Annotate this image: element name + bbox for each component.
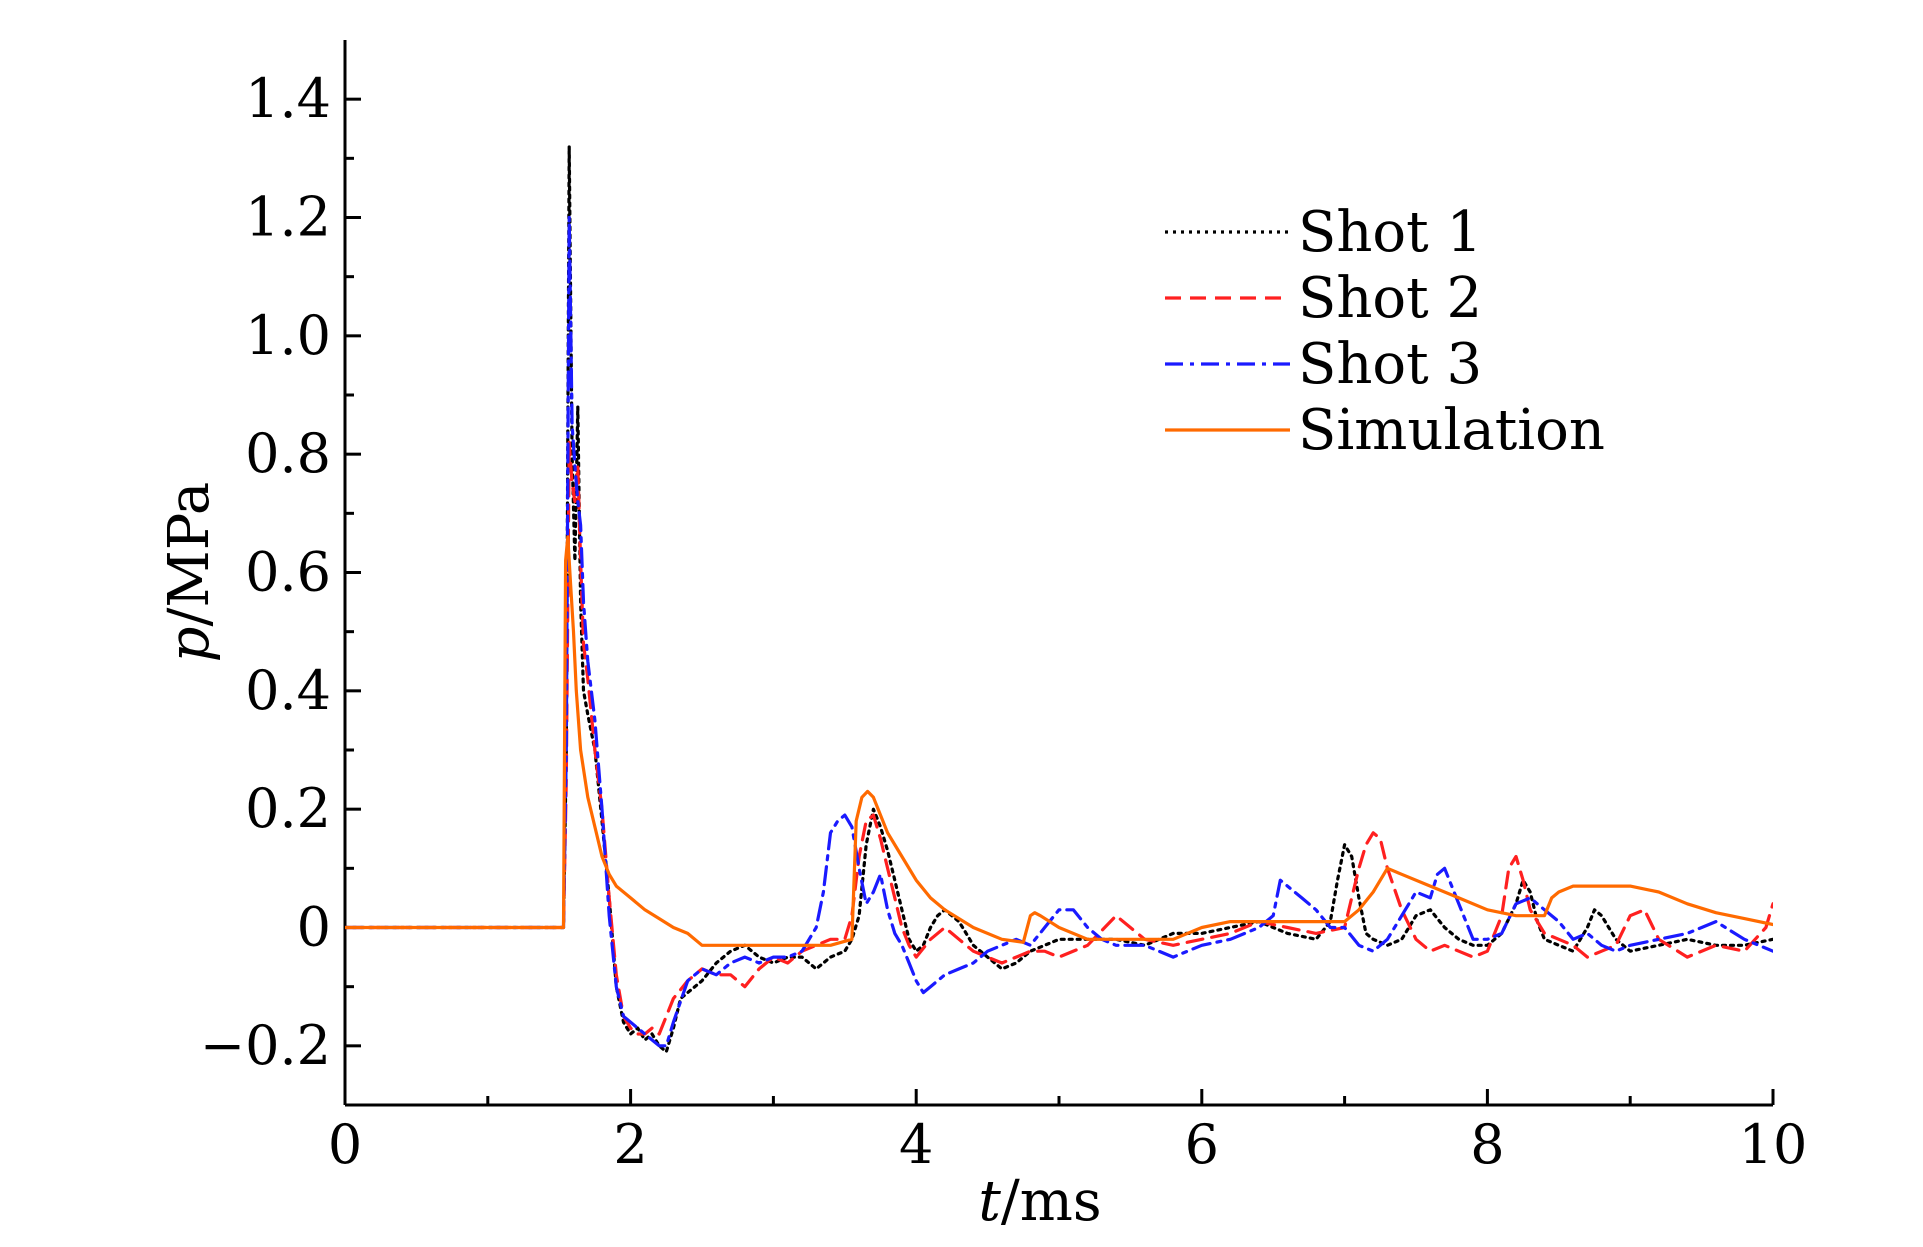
y-tick-label: 1.0	[245, 304, 331, 367]
x-tick-label: 8	[1470, 1113, 1504, 1176]
x-tick-label: 10	[1739, 1113, 1808, 1176]
y-tick-label: 0.6	[245, 541, 331, 604]
y-tick-label: 0.2	[245, 777, 331, 840]
x-tick-label: 2	[613, 1113, 647, 1176]
x-axis-unit: /ms	[1001, 1169, 1102, 1234]
x-tick-label: 0	[328, 1113, 362, 1176]
series-line-shot-3	[345, 215, 1773, 1048]
y-axis-unit: /MPa	[157, 482, 222, 627]
series-line-shot-2	[345, 440, 1773, 1036]
y-tick-label: 0	[297, 896, 331, 959]
y-axis-title: p/MPa	[157, 482, 222, 663]
legend-label: Shot 2	[1298, 266, 1482, 331]
y-tick-label: 0.4	[245, 659, 331, 722]
y-tick-label: 1.4	[245, 67, 331, 130]
y-tick-label: 1.2	[245, 186, 331, 249]
y-tick-label: 0.8	[245, 422, 331, 485]
series-line-simulation	[345, 535, 1773, 947]
legend-label: Shot 3	[1298, 332, 1482, 397]
y-axis-variable: p	[157, 626, 222, 662]
x-axis-variable: t	[978, 1169, 1001, 1234]
legend-label: Simulation	[1298, 398, 1605, 463]
legend-label: Shot 1	[1298, 200, 1482, 265]
x-tick-label: 6	[1185, 1113, 1219, 1176]
x-tick-label: 4	[899, 1113, 933, 1176]
x-axis-title: t/ms	[978, 1169, 1101, 1234]
y-tick-label: −0.2	[200, 1014, 331, 1077]
series-line-shot-1	[345, 144, 1773, 1054]
